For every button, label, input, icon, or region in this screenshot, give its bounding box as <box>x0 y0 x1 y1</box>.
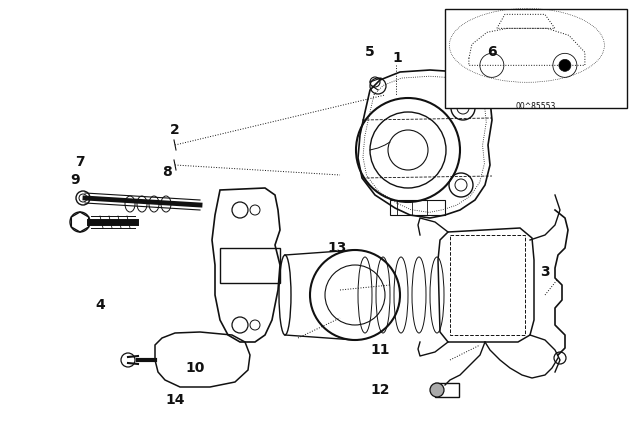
Text: 1: 1 <box>392 51 402 65</box>
Text: 3: 3 <box>540 265 550 279</box>
Text: 2: 2 <box>170 123 180 137</box>
Text: 6: 6 <box>487 45 497 59</box>
Bar <box>220 248 280 283</box>
Text: 10: 10 <box>186 361 205 375</box>
Bar <box>390 200 445 215</box>
Text: 11: 11 <box>371 343 390 357</box>
Text: 4: 4 <box>95 298 105 312</box>
Bar <box>445 9 627 108</box>
Circle shape <box>559 59 571 71</box>
Text: 12: 12 <box>371 383 390 397</box>
Text: 8: 8 <box>162 165 172 179</box>
Bar <box>450 235 525 335</box>
Text: 13: 13 <box>327 241 347 255</box>
Text: 14: 14 <box>165 393 185 407</box>
Text: 5: 5 <box>365 45 375 59</box>
Text: 9: 9 <box>70 173 80 187</box>
Bar <box>435 383 459 397</box>
Circle shape <box>430 383 444 397</box>
Text: 00^85553: 00^85553 <box>516 102 556 111</box>
Text: 7: 7 <box>75 155 85 169</box>
